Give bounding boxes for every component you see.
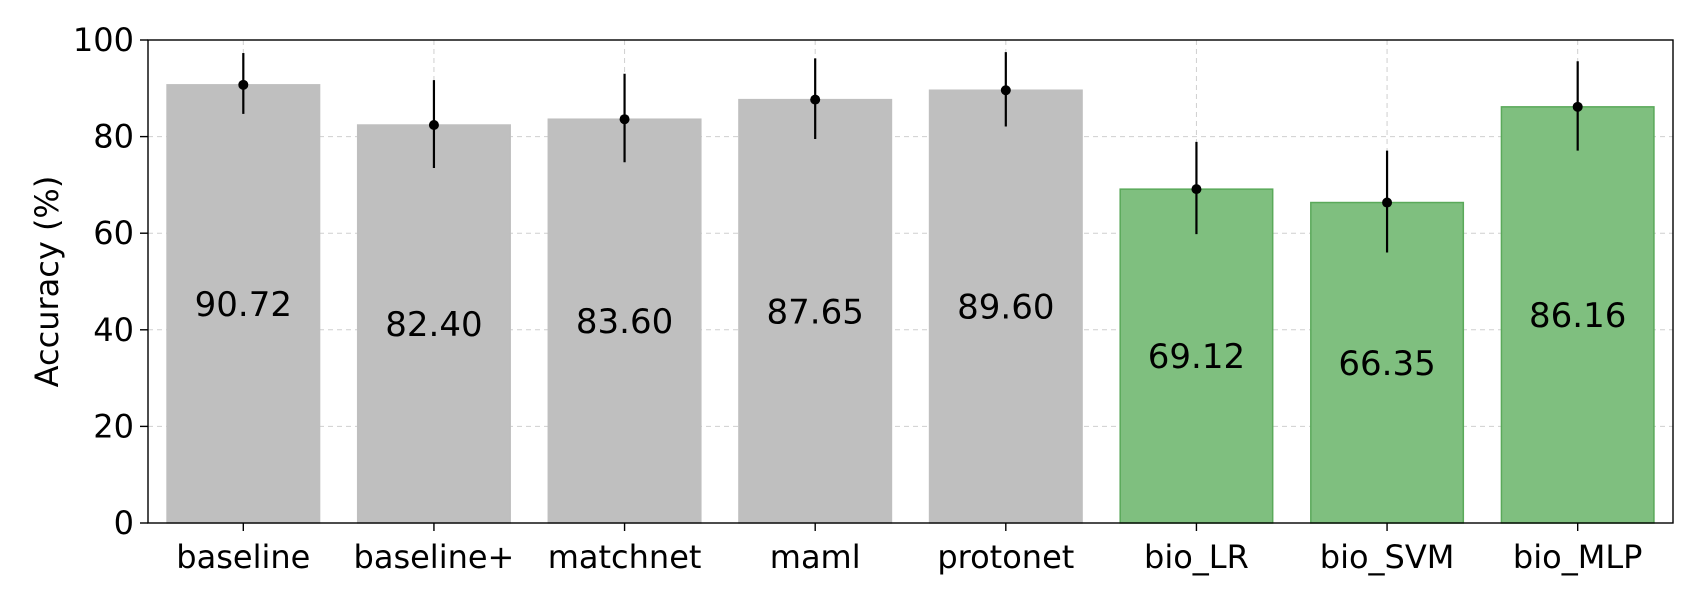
bar-value-label: 86.16 xyxy=(1529,296,1626,336)
x-tick-label: baseline xyxy=(176,538,310,576)
bar-value-label: 89.60 xyxy=(957,288,1054,328)
y-axis-label: Accuracy (%) xyxy=(28,176,66,388)
x-tick-label: maml xyxy=(770,538,861,576)
bar-value-label: 90.72 xyxy=(195,285,292,325)
error-bar-point xyxy=(1191,184,1202,195)
x-tick-label: baseline+ xyxy=(354,538,515,576)
bar-value-label: 83.60 xyxy=(576,302,673,342)
y-tick-label: 60 xyxy=(93,214,134,252)
error-bar-point xyxy=(1000,85,1011,96)
bar-maml xyxy=(738,98,893,524)
error-bar-point xyxy=(1382,197,1393,208)
x-tick-label: bio_SVM xyxy=(1320,538,1455,576)
bar-value-labels: 90.72 82.40 83.60 87.65 89.60 69.12 66.35 86.16 xyxy=(195,285,1627,384)
plot-frame xyxy=(147,39,1674,524)
y-tick-label: 20 xyxy=(93,407,134,445)
bar-bio_MLP xyxy=(1500,106,1655,524)
bar-value-label: 87.65 xyxy=(767,292,864,332)
y-tick-label: 100 xyxy=(73,21,134,59)
bar-baseline xyxy=(166,84,321,524)
y-tick-label: 80 xyxy=(93,118,134,156)
bars xyxy=(166,84,1655,524)
bar-value-label: 82.40 xyxy=(385,305,482,345)
error-bar-point xyxy=(1572,101,1583,112)
y-tick-label: 0 xyxy=(114,504,134,542)
x-tick-label: bio_LR xyxy=(1144,538,1249,576)
error-bars xyxy=(238,52,1583,253)
error-bar-point xyxy=(619,114,630,125)
bar-bio_SVM xyxy=(1310,201,1465,524)
bar-value-label: 66.35 xyxy=(1338,344,1435,384)
x-tick-label: bio_MLP xyxy=(1513,538,1643,576)
x-tick-label: matchnet xyxy=(548,538,702,576)
error-bar-point xyxy=(810,94,821,105)
bar-protonet xyxy=(928,89,1083,524)
y-axis: 0 20 40 60 80 100 xyxy=(73,21,148,542)
bar-value-label: 69.12 xyxy=(1148,337,1245,377)
error-bar-point xyxy=(238,79,249,90)
x-axis: baseline baseline+ matchnet maml protonet bio… xyxy=(176,523,1642,576)
error-bar-point xyxy=(428,120,439,131)
x-tick-label: protonet xyxy=(937,538,1074,576)
y-tick-label: 40 xyxy=(93,311,134,349)
bar-bio_LR xyxy=(1119,188,1274,524)
bar-matchnet xyxy=(547,118,702,524)
